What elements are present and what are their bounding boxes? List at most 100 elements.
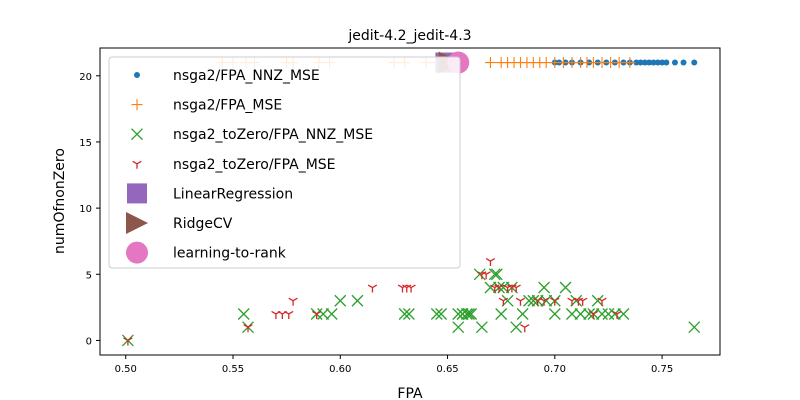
data-point xyxy=(406,284,416,293)
x-tick-label: 0.50 xyxy=(115,364,137,375)
y-tick-label: 0 xyxy=(86,336,92,347)
data-point xyxy=(596,308,608,320)
data-point xyxy=(481,271,491,280)
legend-marker xyxy=(131,99,143,111)
legend-item: nsga2_toZero/FPA_MSE xyxy=(132,157,336,173)
legend-label: nsga2/FPA_NNZ_MSE xyxy=(173,68,320,84)
data-point xyxy=(516,308,529,320)
legend-label: nsga2_toZero/FPA_NNZ_MSE xyxy=(173,127,373,143)
legend-label: nsga2/FPA_MSE xyxy=(173,98,282,114)
data-point xyxy=(663,59,670,66)
data-point xyxy=(617,308,630,320)
legend-marker xyxy=(126,212,148,234)
data-point xyxy=(484,57,496,69)
data-point xyxy=(465,308,478,320)
data-point xyxy=(578,297,588,306)
data-point xyxy=(550,297,560,306)
legend-item: learning-to-rank xyxy=(126,241,287,264)
data-point xyxy=(515,297,526,306)
data-point xyxy=(351,294,364,307)
y-tick-label: 15 xyxy=(79,138,92,149)
legend-label: LinearRegression xyxy=(173,186,293,202)
data-point xyxy=(473,268,486,281)
data-point xyxy=(511,284,521,293)
data-point xyxy=(613,57,625,69)
x-tick-label: 0.60 xyxy=(329,364,351,375)
y-axis-title: numOfnonZero xyxy=(52,148,68,254)
y-tick-label: 10 xyxy=(79,204,92,215)
legend: nsga2/FPA_NNZ_MSE nsga2/FPA_MSE nsga2_toZe… xyxy=(108,56,461,269)
data-point xyxy=(680,59,687,66)
legend-marker xyxy=(132,160,142,169)
data-point xyxy=(548,308,561,320)
data-point xyxy=(490,268,503,281)
x-axis: 0.50 0.55 0.60 0.65 0.70 0.75 xyxy=(115,355,673,375)
data-point xyxy=(452,321,465,334)
data-point xyxy=(495,308,508,320)
data-point xyxy=(435,308,448,320)
x-tick-label: 0.75 xyxy=(651,364,673,375)
legend-item: RidgeCV xyxy=(126,212,233,234)
data-point xyxy=(608,308,621,320)
data-point xyxy=(312,310,322,319)
chart-title: jedit-4.2_jedit-4.3 xyxy=(347,28,471,44)
data-point xyxy=(523,294,536,307)
data-point xyxy=(284,310,294,319)
legend-marker xyxy=(134,72,140,78)
x-tick-label: 0.70 xyxy=(544,364,566,375)
data-point xyxy=(540,294,553,307)
y-axis: 0 5 10 15 20 xyxy=(79,72,100,347)
data-point xyxy=(612,310,622,319)
data-point xyxy=(494,284,504,293)
data-point xyxy=(539,297,549,306)
data-point xyxy=(597,297,607,306)
data-point xyxy=(463,308,475,320)
legend-item: nsga2_toZero/FPA_NNZ_MSE xyxy=(131,127,373,143)
legend-marker xyxy=(126,241,148,264)
data-point xyxy=(538,281,551,294)
data-point xyxy=(650,59,657,66)
data-point xyxy=(566,308,578,320)
data-point xyxy=(559,281,572,294)
x-axis-title: FPA xyxy=(397,386,423,400)
x-tick-label: 0.65 xyxy=(436,364,458,375)
y-tick-label: 20 xyxy=(79,72,92,83)
data-point xyxy=(488,268,501,281)
data-point xyxy=(688,321,701,334)
legend-label: learning-to-rank xyxy=(173,246,287,262)
y-tick-label: 5 xyxy=(86,270,92,281)
legend-marker xyxy=(131,128,143,141)
data-point xyxy=(367,284,378,293)
legend-label: nsga2_toZero/FPA_MSE xyxy=(173,157,336,173)
data-point xyxy=(637,59,644,66)
data-point xyxy=(641,59,648,66)
data-point xyxy=(654,59,661,66)
data-point xyxy=(475,321,488,334)
data-point xyxy=(574,308,587,320)
data-point xyxy=(659,59,666,66)
data-point xyxy=(624,57,636,69)
legend-box xyxy=(108,56,461,269)
data-point xyxy=(123,337,133,346)
series-3 xyxy=(123,257,622,346)
data-point xyxy=(398,308,411,320)
data-point xyxy=(588,310,599,319)
legend-item: LinearRegression xyxy=(127,183,293,204)
data-point xyxy=(334,294,347,307)
data-point xyxy=(243,324,253,333)
data-point xyxy=(402,308,415,320)
data-marks xyxy=(121,51,701,347)
legend-item: nsga2/FPA_NNZ_MSE xyxy=(134,68,320,84)
data-point xyxy=(498,297,508,306)
data-point xyxy=(456,308,469,320)
series-2 xyxy=(121,268,701,347)
data-point xyxy=(485,257,496,267)
data-point xyxy=(288,297,298,306)
data-point xyxy=(633,59,640,66)
data-point xyxy=(602,308,615,320)
data-point xyxy=(646,59,653,66)
data-point xyxy=(317,308,330,320)
legend-item: nsga2/FPA_MSE xyxy=(131,98,282,114)
data-point xyxy=(237,308,250,320)
